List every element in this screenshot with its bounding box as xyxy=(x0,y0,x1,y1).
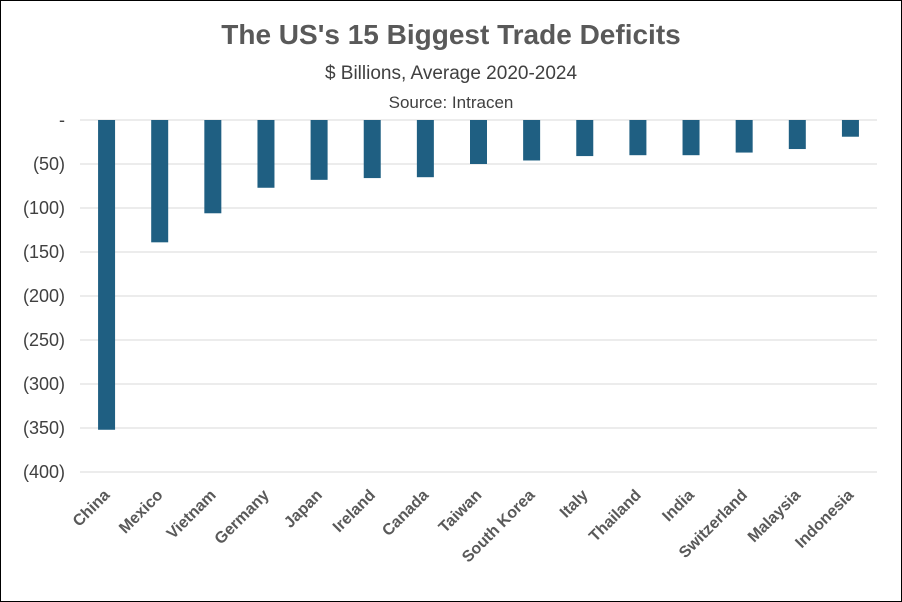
bar-switzerland xyxy=(735,120,753,153)
x-tick-label: Mexico xyxy=(116,487,167,538)
bar-south-korea xyxy=(523,120,541,161)
bar-vietnam xyxy=(204,120,222,214)
bar-canada xyxy=(416,120,434,178)
y-tick-label: (300) xyxy=(23,374,65,394)
bar-indonesia xyxy=(841,120,859,137)
x-tick-label: China xyxy=(70,487,114,531)
y-tick-label: (50) xyxy=(33,154,65,174)
x-tick-label: Thailand xyxy=(586,487,645,546)
bar-italy xyxy=(576,120,594,157)
bar-thailand xyxy=(629,120,647,156)
x-tick-label: Taiwan xyxy=(436,487,486,537)
x-tick-label: Japan xyxy=(281,487,326,532)
bar-mexico xyxy=(151,120,169,243)
x-tick-label: Germany xyxy=(212,487,273,548)
x-tick-label: Vietnam xyxy=(164,487,220,543)
bar-taiwan xyxy=(470,120,487,164)
chart-subtitle: $ Billions, Average 2020-2024 xyxy=(324,63,578,84)
x-tick-label: Ireland xyxy=(330,487,379,536)
y-tick-label: (150) xyxy=(23,242,65,262)
x-tick-label: Italy xyxy=(557,487,592,522)
y-tick-label: (100) xyxy=(23,198,65,218)
y-tick-label: (350) xyxy=(23,418,65,438)
y-tick-label: (250) xyxy=(23,330,65,350)
chart-title: The US's 15 Biggest Trade Deficits xyxy=(221,19,681,50)
bar-japan xyxy=(310,120,328,180)
bar-ireland xyxy=(363,120,381,179)
y-tick-label: - xyxy=(59,110,65,130)
bar-malaysia xyxy=(788,120,806,150)
bar-india xyxy=(682,120,700,156)
y-tick-label: (400) xyxy=(23,462,65,482)
bar-china xyxy=(98,120,116,430)
bar-germany xyxy=(257,120,275,188)
x-tick-label: Canada xyxy=(379,487,432,540)
x-tick-label: Indonesia xyxy=(792,487,857,552)
chart-source: Source: Intracen xyxy=(388,93,514,112)
x-tick-label: India xyxy=(659,487,697,525)
y-tick-label: (200) xyxy=(23,286,65,306)
